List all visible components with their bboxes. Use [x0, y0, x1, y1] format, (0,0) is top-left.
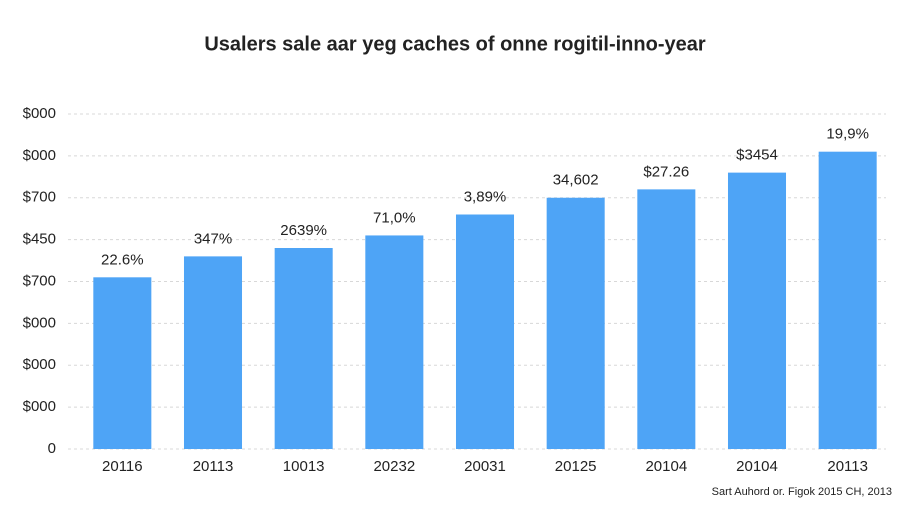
y-tick-label: $000 — [23, 314, 56, 331]
bar — [637, 189, 696, 449]
bar — [183, 256, 243, 449]
x-tick-label: 20116 — [102, 458, 143, 475]
y-tick-label: $000 — [23, 105, 56, 122]
data-label: 71,0% — [373, 209, 416, 226]
x-tick-label: 20104 — [645, 458, 687, 475]
bar — [546, 197, 605, 449]
bar — [818, 151, 877, 449]
y-tick-label: $000 — [23, 356, 56, 373]
data-label: 22.6% — [101, 251, 144, 268]
x-tick-label: 20232 — [373, 458, 415, 475]
bar — [274, 248, 333, 449]
data-label: 3,89% — [464, 188, 507, 205]
bar — [365, 235, 424, 449]
bar — [727, 172, 787, 449]
x-tick-label: 20113 — [827, 458, 868, 475]
data-label: $27.26 — [643, 163, 689, 180]
y-tick-label: $700 — [23, 189, 56, 206]
y-tick-label: 0 — [48, 440, 56, 457]
bar — [93, 277, 152, 449]
x-tick-label: 10013 — [283, 458, 325, 475]
data-label: 19,9% — [826, 126, 869, 143]
data-label: $3454 — [736, 147, 778, 164]
y-tick-label: $700 — [23, 272, 56, 289]
source-note: Sart Auhord or. Figok 2015 CH, 2013 — [712, 486, 892, 498]
x-tick-label: 20125 — [555, 458, 597, 475]
x-tick-label: 20031 — [464, 458, 506, 475]
chart-title: Usalers sale aar yeg caches of onne rogi… — [204, 33, 706, 55]
data-label: 347% — [194, 230, 232, 247]
data-label: 34,602 — [553, 172, 599, 189]
y-tick-label: $000 — [23, 398, 56, 415]
y-tick-label: $450 — [23, 231, 56, 248]
x-tick-label: 20113 — [193, 458, 234, 475]
y-tick-label: $000 — [23, 147, 56, 164]
data-label: 2639% — [280, 222, 327, 239]
x-tick-label: 20104 — [736, 458, 778, 475]
bar — [455, 214, 515, 449]
